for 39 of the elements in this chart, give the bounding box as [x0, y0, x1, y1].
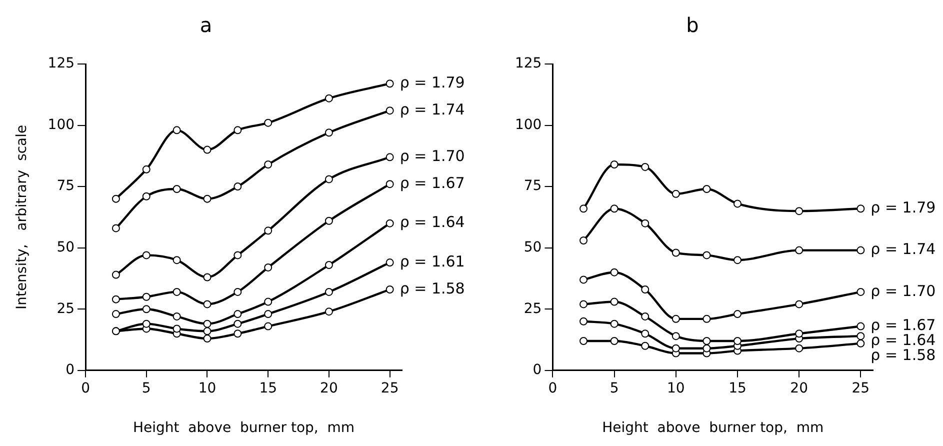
chart-title: b	[686, 13, 699, 38]
chart-title: a	[200, 13, 212, 38]
series-label: ρ = 1.64	[400, 213, 465, 232]
series-label: ρ = 1.79	[400, 74, 465, 92]
series-label: ρ = 1.61	[400, 252, 465, 270]
series-label: ρ = 1.58	[400, 279, 465, 298]
series-label: ρ = 1.74	[400, 100, 465, 118]
y-tick-label: 50	[56, 239, 75, 256]
y-axis-title: Intensity, arbitrary scale	[14, 124, 30, 310]
x-tick-label: 0	[81, 380, 90, 396]
x-tick-label: 0	[548, 380, 558, 396]
x-tick-label: 25	[852, 380, 870, 396]
x-tick-label: 5	[142, 380, 151, 396]
x-tick-label: 25	[380, 380, 399, 396]
y-tick-label: 25	[56, 300, 75, 317]
x-axis-title: Height above burner top, mm	[602, 420, 824, 436]
y-tick-label: 100	[48, 116, 75, 133]
x-tick-label: 10	[666, 380, 685, 396]
y-tick-label: 100	[514, 116, 542, 133]
y-tick-label: 25	[524, 300, 542, 317]
x-tick-label: 5	[610, 380, 619, 396]
y-tick-label: 75	[524, 178, 542, 194]
y-tick-label: 75	[56, 178, 75, 194]
y-tick-label: 125	[48, 56, 75, 72]
y-tick-label: 0	[532, 362, 542, 378]
series-label: ρ = 1.70	[870, 282, 936, 300]
x-tick-label: 15	[259, 380, 278, 396]
x-tick-label: 10	[198, 380, 216, 396]
x-tick-label: 20	[320, 380, 338, 396]
x-tick-label: 20	[790, 380, 808, 396]
y-tick-label: 0	[66, 362, 75, 378]
series-label: ρ = 1.79	[870, 198, 936, 217]
series-label: ρ = 1.70	[400, 147, 465, 166]
series-label: ρ = 1.74	[870, 240, 936, 258]
series-label: ρ = 1.67	[400, 174, 465, 192]
y-tick-label: 125	[514, 56, 542, 72]
x-tick-label: 15	[728, 380, 746, 396]
y-tick-label: 50	[524, 239, 542, 256]
x-axis-title: Height above burner top, mm	[132, 420, 355, 436]
